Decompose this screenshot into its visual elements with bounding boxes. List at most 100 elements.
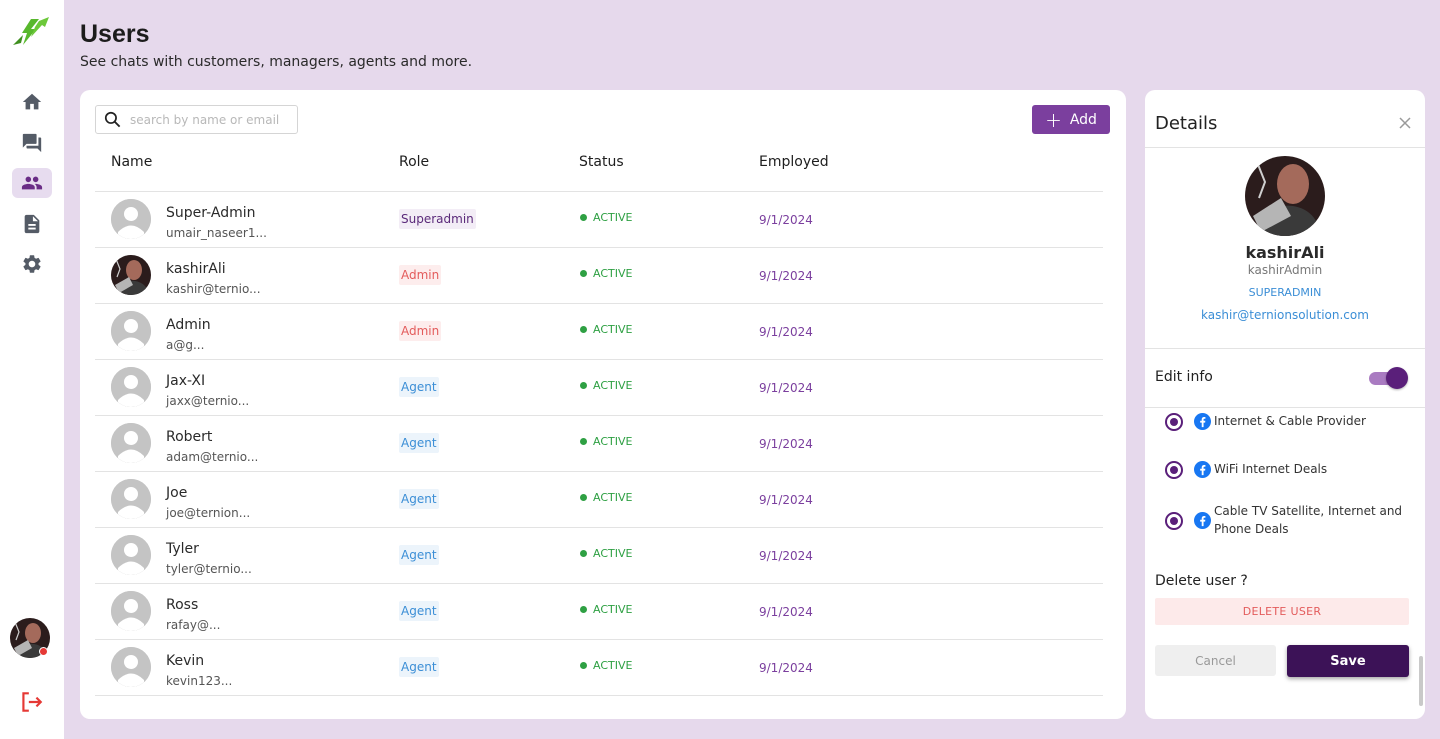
table-row[interactable]: Ross rafay@... Agent ACTIVE 9/1/2024 bbox=[95, 584, 1103, 640]
status-badge: ACTIVE bbox=[580, 603, 632, 616]
nav-home[interactable] bbox=[12, 87, 52, 117]
status-text: ACTIVE bbox=[593, 547, 633, 560]
user-avatar bbox=[111, 367, 151, 407]
user-name: Jax-XI bbox=[166, 373, 206, 389]
save-button[interactable]: Save bbox=[1287, 645, 1409, 677]
table-row[interactable]: Tyler tyler@ternio... Agent ACTIVE 9/1/2024 bbox=[95, 528, 1103, 584]
user-name: Ross bbox=[166, 597, 199, 613]
table-row[interactable]: Robert adam@ternio... Agent ACTIVE 9/1/2024 bbox=[95, 416, 1103, 472]
user-avatar bbox=[111, 479, 151, 519]
status-text: ACTIVE bbox=[593, 379, 633, 392]
employed-date: 9/1/2024 bbox=[759, 549, 813, 563]
page-subtitle: See chats with customers, managers, agen… bbox=[80, 54, 473, 70]
logout-button[interactable] bbox=[18, 689, 44, 715]
nav-chats[interactable] bbox=[12, 128, 52, 158]
table-row[interactable]: Super-Admin umair_naseer1... Superadmin ACT… bbox=[95, 192, 1103, 248]
details-panel: Details kashirAli kashirAdmin SUPERADMIN… bbox=[1145, 90, 1425, 719]
header-divider bbox=[95, 191, 1103, 192]
column-header-status: Status bbox=[579, 154, 624, 170]
home-icon bbox=[22, 93, 42, 110]
user-email: umair_naseer1... bbox=[166, 226, 267, 240]
status-badge: ACTIVE bbox=[580, 547, 632, 560]
search-input[interactable] bbox=[130, 112, 290, 127]
status-dot bbox=[580, 326, 587, 333]
chat-icon bbox=[22, 133, 42, 153]
edit-info-toggle[interactable] bbox=[1369, 367, 1408, 389]
status-text: ACTIVE bbox=[593, 491, 633, 504]
table-row[interactable]: Admin a@g... Admin ACTIVE 9/1/2024 bbox=[95, 304, 1103, 360]
user-name: Robert bbox=[166, 429, 213, 445]
add-user-button[interactable]: + Add bbox=[1032, 105, 1110, 134]
page-name: Internet & Cable Provider bbox=[1214, 414, 1366, 428]
plus-icon: + bbox=[1045, 107, 1062, 132]
nav-documents[interactable] bbox=[12, 209, 52, 239]
status-badge: ACTIVE bbox=[580, 435, 632, 448]
status-badge: ACTIVE bbox=[580, 379, 632, 392]
table-row[interactable]: Joe joe@ternion... Agent ACTIVE 9/1/2024 bbox=[95, 472, 1103, 528]
users-icon bbox=[21, 176, 43, 190]
app-logo[interactable] bbox=[9, 15, 53, 51]
close-icon[interactable] bbox=[1397, 115, 1413, 131]
details-email[interactable]: kashir@ternionsolution.com bbox=[1201, 308, 1369, 322]
add-button-label: Add bbox=[1069, 111, 1097, 128]
user-name: kashirAli bbox=[166, 261, 226, 277]
employed-date: 9/1/2024 bbox=[759, 493, 813, 507]
delete-user-button[interactable]: DELETE USER bbox=[1155, 598, 1409, 625]
page-radio[interactable] bbox=[1165, 512, 1183, 530]
user-email: rafay@... bbox=[166, 618, 221, 632]
page-radio[interactable] bbox=[1165, 413, 1183, 431]
edit-info-label: Edit info bbox=[1155, 369, 1213, 385]
page-name: WiFi Internet Deals bbox=[1214, 462, 1328, 476]
role-badge: Agent bbox=[399, 601, 439, 621]
role-badge: Agent bbox=[399, 377, 439, 397]
document-icon bbox=[24, 214, 40, 234]
search-icon bbox=[104, 111, 121, 128]
divider bbox=[1145, 407, 1425, 408]
user-email: kevin123... bbox=[166, 674, 233, 688]
nav-users[interactable] bbox=[12, 168, 52, 198]
user-avatar bbox=[111, 591, 151, 631]
user-name: Kevin bbox=[166, 653, 205, 669]
user-email: adam@ternio... bbox=[166, 450, 259, 464]
nav-settings[interactable] bbox=[12, 249, 52, 279]
user-avatar bbox=[111, 647, 151, 687]
user-name: Admin bbox=[166, 317, 211, 333]
cancel-button[interactable]: Cancel bbox=[1155, 645, 1276, 676]
divider bbox=[1145, 348, 1425, 349]
table-row[interactable]: kashirAli kashir@ternio... Admin ACTIVE 9/1/… bbox=[95, 248, 1103, 304]
toggle-thumb bbox=[1386, 367, 1408, 389]
page-item[interactable]: Cable TV Satellite, Internet and Phone D… bbox=[1165, 502, 1415, 542]
user-email: kashir@ternio... bbox=[166, 282, 261, 296]
details-title: Details bbox=[1155, 113, 1218, 134]
status-dot bbox=[580, 662, 587, 669]
details-avatar bbox=[1245, 156, 1325, 236]
employed-date: 9/1/2024 bbox=[759, 605, 813, 619]
page-radio[interactable] bbox=[1165, 461, 1183, 479]
status-dot bbox=[580, 606, 587, 613]
status-text: ACTIVE bbox=[593, 435, 633, 448]
search-box[interactable] bbox=[95, 105, 298, 134]
logout-icon bbox=[22, 692, 43, 712]
table-row[interactable]: Kevin kevin123... Agent ACTIVE 9/1/2024 bbox=[95, 640, 1103, 696]
user-name: Joe bbox=[166, 485, 188, 501]
role-badge: Superadmin bbox=[399, 209, 476, 229]
page-item[interactable]: WiFi Internet Deals bbox=[1165, 460, 1415, 482]
user-avatar bbox=[111, 535, 151, 575]
users-table-card: + Add Name Role Status Employed Super-Ad… bbox=[80, 90, 1126, 719]
user-name: Tyler bbox=[166, 541, 199, 557]
page-item[interactable]: Internet & Cable Provider bbox=[1165, 412, 1415, 434]
details-role: SUPERADMIN bbox=[1248, 286, 1322, 299]
sidebar bbox=[0, 0, 64, 739]
status-dot bbox=[580, 550, 587, 557]
status-text: ACTIVE bbox=[593, 323, 633, 336]
scrollbar-thumb[interactable] bbox=[1419, 656, 1423, 706]
details-username: kashirAdmin bbox=[1247, 263, 1323, 277]
user-email: joe@ternion... bbox=[166, 506, 251, 520]
user-avatar bbox=[111, 199, 151, 239]
role-badge: Admin bbox=[399, 321, 442, 341]
table-row[interactable]: Jax-XI jaxx@ternio... Agent ACTIVE 9/1/2024 bbox=[95, 360, 1103, 416]
status-badge: ACTIVE bbox=[580, 323, 632, 336]
employed-date: 9/1/2024 bbox=[759, 437, 813, 451]
user-email: tyler@ternio... bbox=[166, 562, 252, 576]
status-badge: ACTIVE bbox=[580, 659, 632, 672]
